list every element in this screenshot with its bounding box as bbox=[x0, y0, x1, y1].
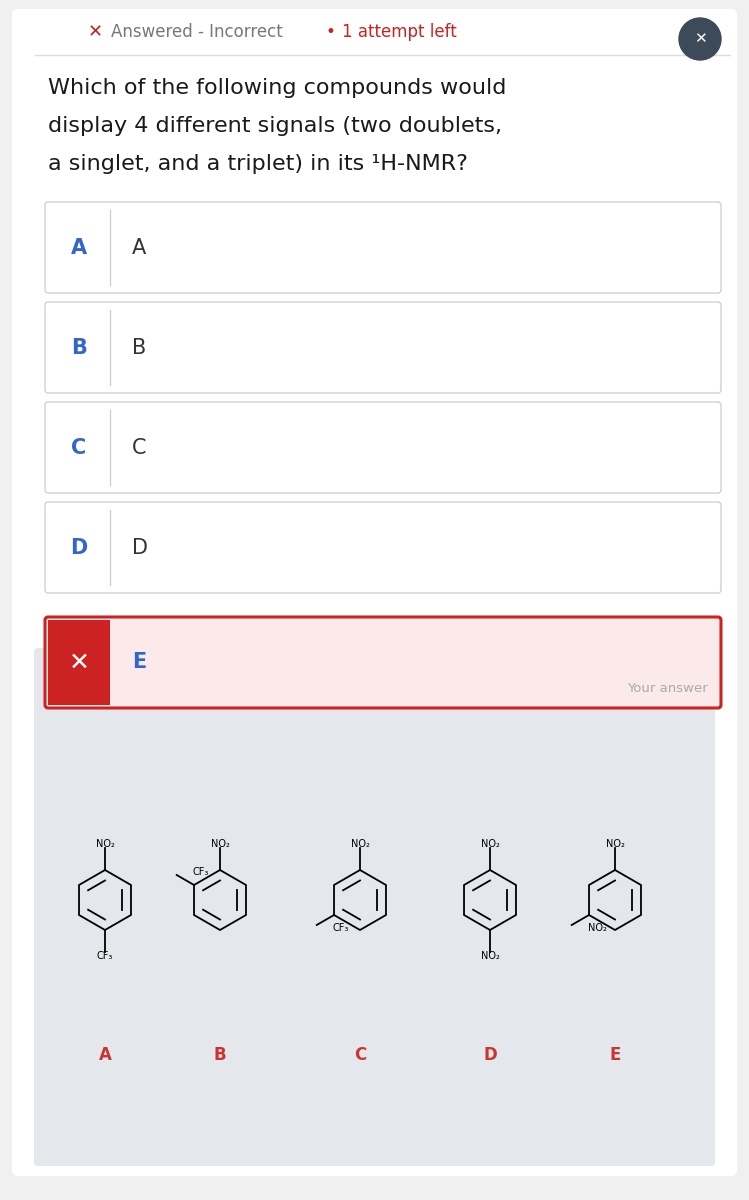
Text: NO₂: NO₂ bbox=[351, 839, 369, 850]
Text: 1 attempt left: 1 attempt left bbox=[342, 23, 457, 41]
FancyBboxPatch shape bbox=[45, 302, 721, 392]
Text: C: C bbox=[71, 438, 87, 457]
FancyBboxPatch shape bbox=[34, 648, 715, 1166]
Text: C: C bbox=[132, 438, 147, 457]
Text: E: E bbox=[132, 653, 146, 672]
Text: CF₃: CF₃ bbox=[333, 923, 349, 934]
Text: D: D bbox=[132, 538, 148, 558]
Text: display 4 different signals (two doublets,: display 4 different signals (two doublet… bbox=[48, 116, 502, 136]
FancyBboxPatch shape bbox=[45, 502, 721, 593]
Text: NO₂: NO₂ bbox=[96, 839, 115, 850]
Text: Your answer: Your answer bbox=[627, 682, 708, 695]
Text: B: B bbox=[132, 337, 146, 358]
Text: D: D bbox=[483, 1046, 497, 1064]
Text: NO₂: NO₂ bbox=[210, 839, 229, 850]
Text: E: E bbox=[610, 1046, 621, 1064]
Text: NO₂: NO₂ bbox=[481, 839, 500, 850]
Text: •: • bbox=[325, 23, 335, 41]
Text: ✕: ✕ bbox=[68, 650, 89, 674]
FancyBboxPatch shape bbox=[45, 402, 721, 493]
Text: A: A bbox=[99, 1046, 112, 1064]
Text: NO₂: NO₂ bbox=[605, 839, 625, 850]
Text: NO₂: NO₂ bbox=[588, 923, 607, 934]
FancyBboxPatch shape bbox=[12, 8, 737, 1176]
Text: C: C bbox=[354, 1046, 366, 1064]
Text: CF₃: CF₃ bbox=[192, 866, 209, 877]
Text: Answered - Incorrect: Answered - Incorrect bbox=[111, 23, 283, 41]
Text: A: A bbox=[71, 238, 87, 258]
Text: ✕: ✕ bbox=[694, 31, 706, 47]
Text: CF₃: CF₃ bbox=[97, 950, 113, 961]
FancyBboxPatch shape bbox=[45, 202, 721, 293]
Text: NO₂: NO₂ bbox=[481, 950, 500, 961]
Text: a singlet, and a triplet) in its ¹H-NMR?: a singlet, and a triplet) in its ¹H-NMR? bbox=[48, 154, 468, 174]
Text: ✕: ✕ bbox=[88, 23, 103, 41]
Text: B: B bbox=[71, 337, 87, 358]
Text: B: B bbox=[213, 1046, 226, 1064]
Text: A: A bbox=[132, 238, 146, 258]
Text: Which of the following compounds would: Which of the following compounds would bbox=[48, 78, 506, 98]
FancyBboxPatch shape bbox=[45, 617, 721, 708]
Bar bbox=[48, 620, 110, 704]
Text: D: D bbox=[70, 538, 88, 558]
Circle shape bbox=[679, 18, 721, 60]
